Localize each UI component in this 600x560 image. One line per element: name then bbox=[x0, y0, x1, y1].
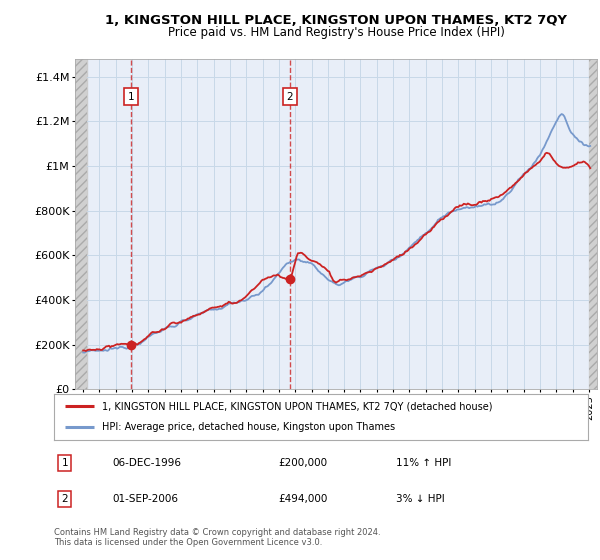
Text: 1: 1 bbox=[61, 458, 68, 468]
Text: HPI: Average price, detached house, Kingston upon Thames: HPI: Average price, detached house, King… bbox=[102, 422, 395, 432]
Text: 1, KINGSTON HILL PLACE, KINGSTON UPON THAMES, KT2 7QY: 1, KINGSTON HILL PLACE, KINGSTON UPON TH… bbox=[105, 14, 567, 27]
Text: 3% ↓ HPI: 3% ↓ HPI bbox=[396, 494, 445, 504]
Text: £200,000: £200,000 bbox=[278, 458, 328, 468]
Text: 2: 2 bbox=[61, 494, 68, 504]
Bar bbox=[75, 59, 87, 389]
Text: 2: 2 bbox=[287, 92, 293, 102]
Text: Price paid vs. HM Land Registry's House Price Index (HPI): Price paid vs. HM Land Registry's House … bbox=[167, 26, 505, 39]
Text: 1: 1 bbox=[127, 92, 134, 102]
Text: 11% ↑ HPI: 11% ↑ HPI bbox=[396, 458, 451, 468]
Text: 06-DEC-1996: 06-DEC-1996 bbox=[113, 458, 182, 468]
Text: £494,000: £494,000 bbox=[278, 494, 328, 504]
Bar bbox=[75, 59, 87, 389]
Bar bbox=[589, 59, 597, 389]
Text: Contains HM Land Registry data © Crown copyright and database right 2024.
This d: Contains HM Land Registry data © Crown c… bbox=[54, 528, 380, 547]
Text: 01-SEP-2006: 01-SEP-2006 bbox=[113, 494, 179, 504]
Bar bbox=[589, 59, 597, 389]
Text: 1, KINGSTON HILL PLACE, KINGSTON UPON THAMES, KT2 7QY (detached house): 1, KINGSTON HILL PLACE, KINGSTON UPON TH… bbox=[102, 401, 493, 411]
